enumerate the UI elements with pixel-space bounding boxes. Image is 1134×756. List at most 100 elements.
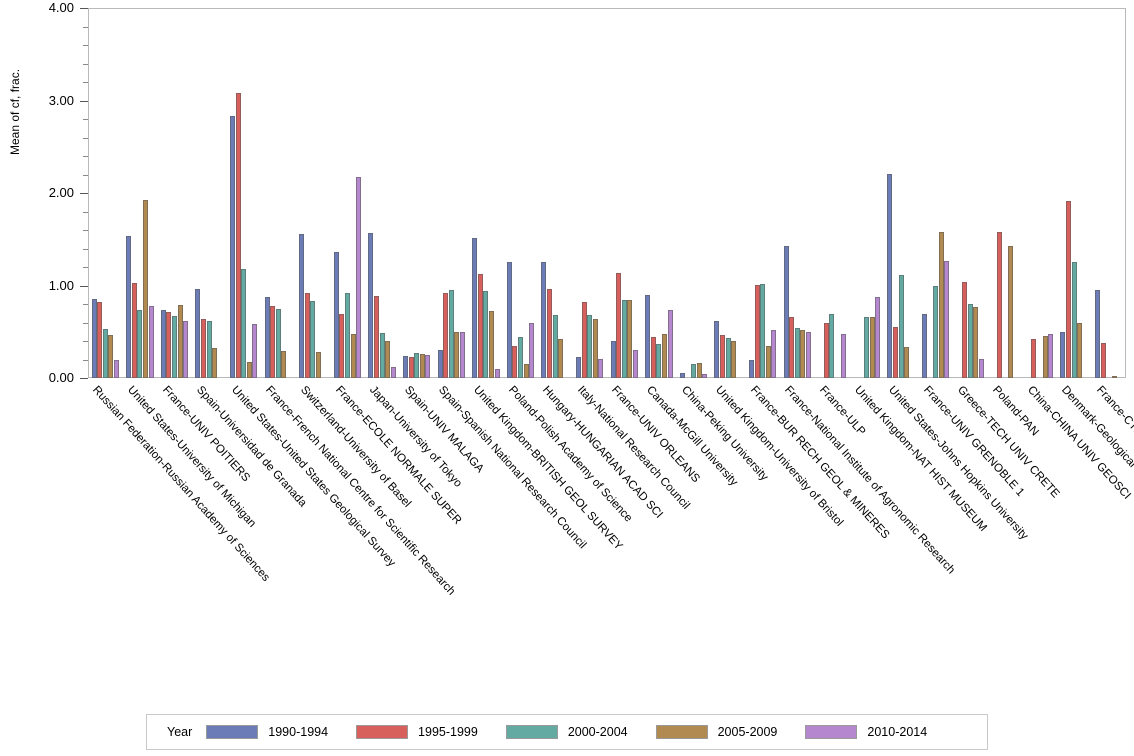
legend-label: 2010-2014 — [867, 725, 928, 739]
bar — [419, 353, 425, 378]
bar — [195, 289, 201, 378]
bar — [472, 238, 478, 378]
bar — [408, 356, 414, 378]
bar — [172, 316, 177, 378]
bar — [460, 331, 465, 378]
y-tick-minor — [83, 137, 88, 139]
bar — [938, 231, 944, 378]
bar — [823, 322, 829, 378]
bar — [592, 318, 598, 378]
legend-item[interactable]: 1990-1994 — [206, 725, 328, 739]
legend-swatch — [655, 725, 708, 739]
bar — [1100, 342, 1106, 378]
bar — [201, 318, 206, 378]
bar — [771, 329, 777, 378]
legend-item[interactable]: 2010-2014 — [805, 725, 927, 739]
bar — [97, 302, 103, 378]
bar — [898, 275, 904, 378]
bar-series-container — [88, 8, 1126, 378]
bar — [754, 284, 760, 378]
bar — [875, 296, 881, 378]
y-tick-label: 0.00 — [48, 370, 74, 385]
bar — [904, 347, 910, 378]
plot-area — [88, 8, 1126, 378]
bar — [1071, 262, 1077, 378]
bar — [235, 93, 241, 378]
legend-swatch — [356, 725, 409, 739]
y-tick-minor — [83, 174, 88, 176]
x-tick-label: France-ECOLE NORMALE SUPER — [332, 384, 463, 527]
bar — [443, 292, 449, 378]
legend-swatch — [505, 725, 558, 739]
bar — [494, 368, 500, 378]
bar — [922, 314, 927, 378]
x-tick-label: United States-United States Geological S… — [228, 384, 398, 570]
bar — [691, 364, 696, 378]
legend-item[interactable]: 2000-2004 — [505, 725, 628, 739]
bar — [374, 295, 379, 378]
bar — [368, 232, 374, 378]
legend-label: 2000-2004 — [567, 725, 628, 739]
bar — [1095, 290, 1100, 378]
bar — [576, 356, 581, 378]
bar — [1048, 333, 1054, 378]
legend-label: 2005-2009 — [717, 725, 778, 739]
bar — [616, 273, 622, 378]
bar — [789, 316, 795, 378]
bar — [414, 353, 420, 378]
bar — [483, 291, 489, 378]
y-tick-minor — [83, 26, 88, 28]
x-tick-label: Poland-Polish Academy of Science — [505, 384, 634, 525]
bar — [760, 283, 766, 378]
bar — [270, 305, 276, 378]
bar — [667, 309, 673, 378]
bar — [714, 320, 720, 378]
bar — [91, 299, 97, 378]
bar — [749, 359, 754, 378]
y-tick-minor — [83, 156, 88, 157]
bar — [1060, 331, 1066, 378]
y-tick-label: 3.00 — [48, 92, 74, 108]
bar — [1066, 201, 1071, 378]
bar — [806, 331, 811, 378]
bar — [166, 312, 172, 378]
bar — [893, 327, 898, 378]
bar — [281, 351, 287, 378]
bar — [379, 332, 385, 378]
bar — [869, 316, 875, 378]
legend-item[interactable]: 2005-2009 — [655, 725, 778, 739]
bar — [933, 286, 939, 378]
bar — [541, 262, 547, 378]
y-tick-minor — [83, 359, 88, 361]
bar — [633, 350, 638, 378]
legend-item[interactable]: 1995-1999 — [356, 725, 478, 739]
bar — [702, 374, 708, 378]
y-tick-mark — [80, 378, 88, 379]
legend-label: 1995-1999 — [418, 725, 478, 739]
legend-title: Year — [167, 725, 193, 739]
x-tick-label: United States-University of Michigan — [124, 384, 258, 530]
bar — [645, 294, 651, 378]
y-tick-mark — [80, 100, 88, 102]
bar — [518, 337, 523, 378]
y-tick-minor — [83, 211, 88, 213]
bar — [696, 363, 702, 378]
bar — [720, 335, 725, 378]
y-tick-minor — [83, 119, 88, 120]
y-axis-title: Mean of cf, frac. — [8, 68, 22, 155]
bar — [339, 314, 345, 378]
bar — [627, 300, 633, 378]
bar — [183, 320, 189, 378]
bar — [552, 315, 558, 378]
bar — [356, 177, 362, 378]
bar — [587, 315, 593, 378]
legend-label: 1990-1994 — [268, 725, 329, 739]
y-tick-mark — [80, 285, 88, 287]
bar — [962, 281, 968, 378]
bar — [345, 292, 350, 378]
bar — [316, 352, 321, 378]
bar — [547, 289, 552, 378]
bar — [529, 322, 535, 378]
bar — [621, 300, 627, 378]
